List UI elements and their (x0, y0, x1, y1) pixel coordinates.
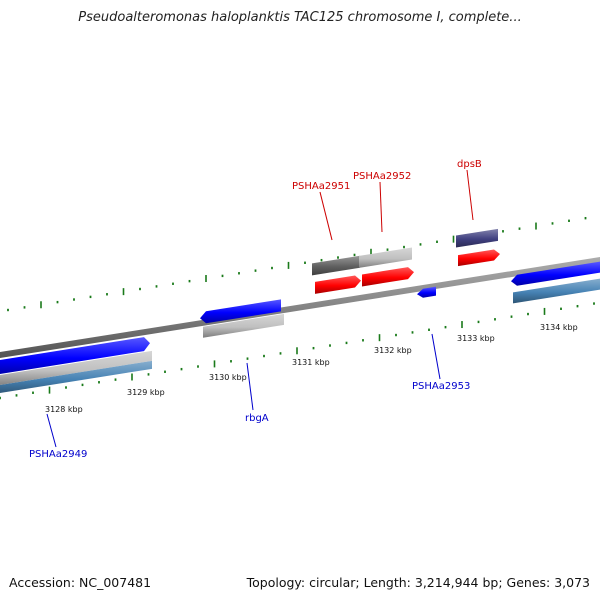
upper-tick-row (7, 216, 587, 312)
map-title: Pseudoalteromonas haloplanktis TAC125 ch… (78, 10, 522, 25)
leader-dpsb (466, 169, 474, 221)
leader-pshaa2951 (319, 191, 333, 241)
tick-label-3131: 3131 kbp (292, 358, 330, 367)
gene-label-pshaa2949[interactable]: PSHAa2949 (29, 449, 87, 460)
accession-text: Accession: NC_007481 (9, 575, 152, 590)
gene-label-dpsb[interactable]: dpsB (457, 159, 482, 170)
leader-pshaa2953 (431, 333, 441, 380)
topology-summary: Topology: circular; Length: 3,214,944 bp… (246, 575, 590, 590)
kbp-axis-labels: 3128 kbp 3129 kbp 3130 kbp 3131 kbp 3132… (45, 323, 578, 414)
gene-block-pshaa2949-gray[interactable] (0, 350, 152, 387)
gene-block-pshaa2951-red[interactable] (315, 275, 361, 294)
gene-label-rbga[interactable]: rbgA (245, 413, 269, 424)
tick-label-3134: 3134 kbp (540, 323, 578, 332)
leader-pshaa2949 (46, 413, 57, 448)
gene-block-dpsb-red[interactable] (458, 249, 500, 267)
gene-block-pshaa2949-steel[interactable] (0, 360, 152, 395)
gene-label-pshaa2953[interactable]: PSHAa2953 (412, 381, 470, 392)
backbone-bar (0, 257, 600, 358)
gene-label-pshaa2952[interactable]: PSHAa2952 (353, 171, 411, 182)
tick-label-3133: 3133 kbp (457, 334, 495, 343)
gene-block-dpsb-navy[interactable] (456, 228, 498, 248)
gene-block-pshaa2952-red[interactable] (362, 267, 414, 287)
lower-tick-row (0, 302, 595, 400)
tick-label-3132: 3132 kbp (374, 346, 412, 355)
label-leader-lines (46, 169, 474, 448)
gene-block-right-steel[interactable] (513, 278, 600, 304)
gene-block-pshaa2949-blue[interactable] (0, 337, 150, 375)
gene-block-pshaa2951-dark[interactable] (312, 255, 360, 276)
gene-features[interactable] (0, 228, 600, 395)
gene-labels[interactable]: PSHAa2951 PSHAa2952 dpsB PSHAa2953 rbgA … (29, 159, 482, 460)
gene-label-pshaa2951[interactable]: PSHAa2951 (292, 181, 350, 192)
leader-rbga (246, 362, 254, 411)
gene-block-rbga-blue[interactable] (200, 299, 281, 324)
chromosome-backbone (0, 257, 600, 358)
leader-pshaa2952 (379, 181, 383, 233)
gene-block-rbga-gray[interactable] (203, 313, 284, 338)
tick-label-3128: 3128 kbp (45, 405, 83, 414)
gene-block-pshaa2953[interactable] (417, 286, 436, 298)
tick-label-3129: 3129 kbp (127, 388, 165, 397)
gene-block-right-blue[interactable] (511, 261, 600, 286)
gene-block-pshaa2952-gray[interactable] (359, 247, 412, 268)
tick-label-3130: 3130 kbp (209, 373, 247, 382)
